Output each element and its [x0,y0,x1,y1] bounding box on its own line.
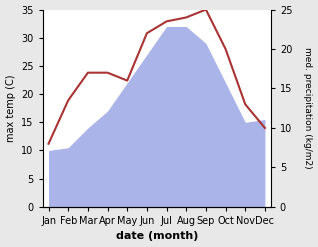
X-axis label: date (month): date (month) [115,231,198,242]
Y-axis label: med. precipitation (kg/m2): med. precipitation (kg/m2) [303,47,313,169]
Y-axis label: max temp (C): max temp (C) [5,74,16,142]
